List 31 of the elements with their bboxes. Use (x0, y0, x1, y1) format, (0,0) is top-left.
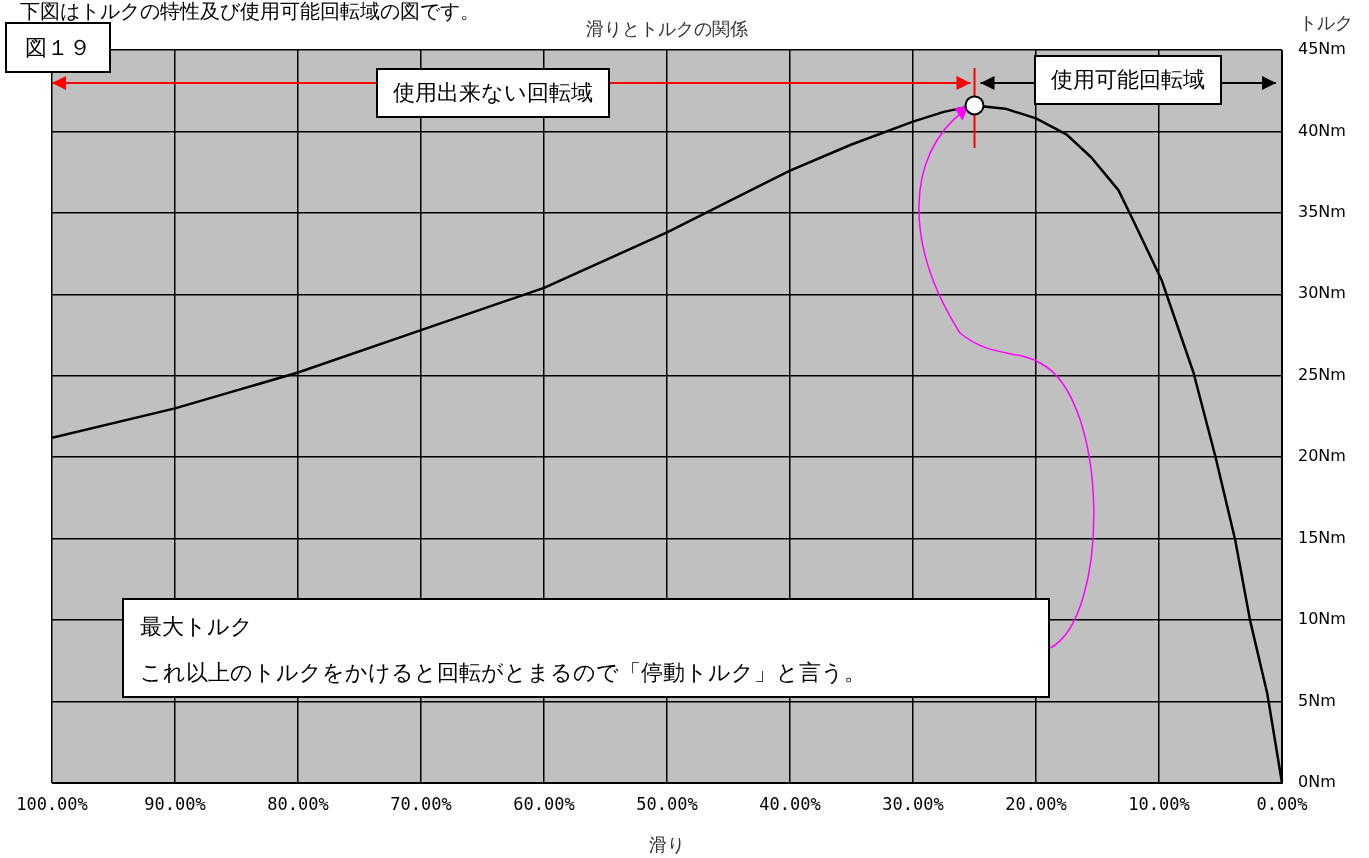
x-tick-label: 60.00% (513, 793, 575, 814)
y-tick-label: 5Nm (1298, 690, 1336, 710)
annotation: 使用出来ない回転域 (376, 68, 611, 118)
x-tick-label: 100.00% (16, 793, 88, 814)
annotation: これ以上のトルクをかけると回転がとまるので「停動トルク」と言う。 (140, 659, 867, 687)
x-tick-label: 40.00% (759, 793, 821, 814)
text: 下図はトルクの特性及び使用可能回転域の図です。 (20, 0, 480, 23)
y-tick-label: 35Nm (1298, 202, 1346, 222)
x-tick-label: 50.00% (636, 793, 698, 814)
y-tick-label: 45Nm (1298, 39, 1346, 59)
x-tick-label: 10.00% (1128, 793, 1190, 814)
x-tick-label: 0.00% (1256, 793, 1308, 814)
note-box: 最大トルク これ以上のトルクをかけると回転がとまるので「停動トルク」と言う。 (122, 598, 1050, 698)
y-tick-label: 25Nm (1298, 364, 1346, 384)
annotation: 図１９ (5, 22, 111, 73)
x-tick-label: 70.00% (390, 793, 452, 814)
y-tick-label: 30Nm (1298, 283, 1346, 303)
y-tick-label: 0Nm (1298, 772, 1336, 792)
y-axis-title: トルク (1299, 11, 1353, 33)
y-tick-label: 40Nm (1298, 120, 1346, 140)
annotation: 使用可能回転域 (1034, 55, 1223, 105)
y-tick-label: 15Nm (1298, 527, 1346, 547)
y-tick-label: 10Nm (1298, 609, 1346, 629)
x-axis-title: 滑り (649, 833, 685, 855)
x-tick-label: 90.00% (144, 793, 206, 814)
chart-title: 滑りとトルクの関係 (586, 17, 748, 39)
annotation: 最大トルク (140, 613, 254, 641)
x-tick-label: 30.00% (882, 793, 944, 814)
x-tick-label: 20.00% (1005, 793, 1067, 814)
y-tick-label: 20Nm (1298, 446, 1346, 466)
x-tick-label: 80.00% (267, 793, 329, 814)
